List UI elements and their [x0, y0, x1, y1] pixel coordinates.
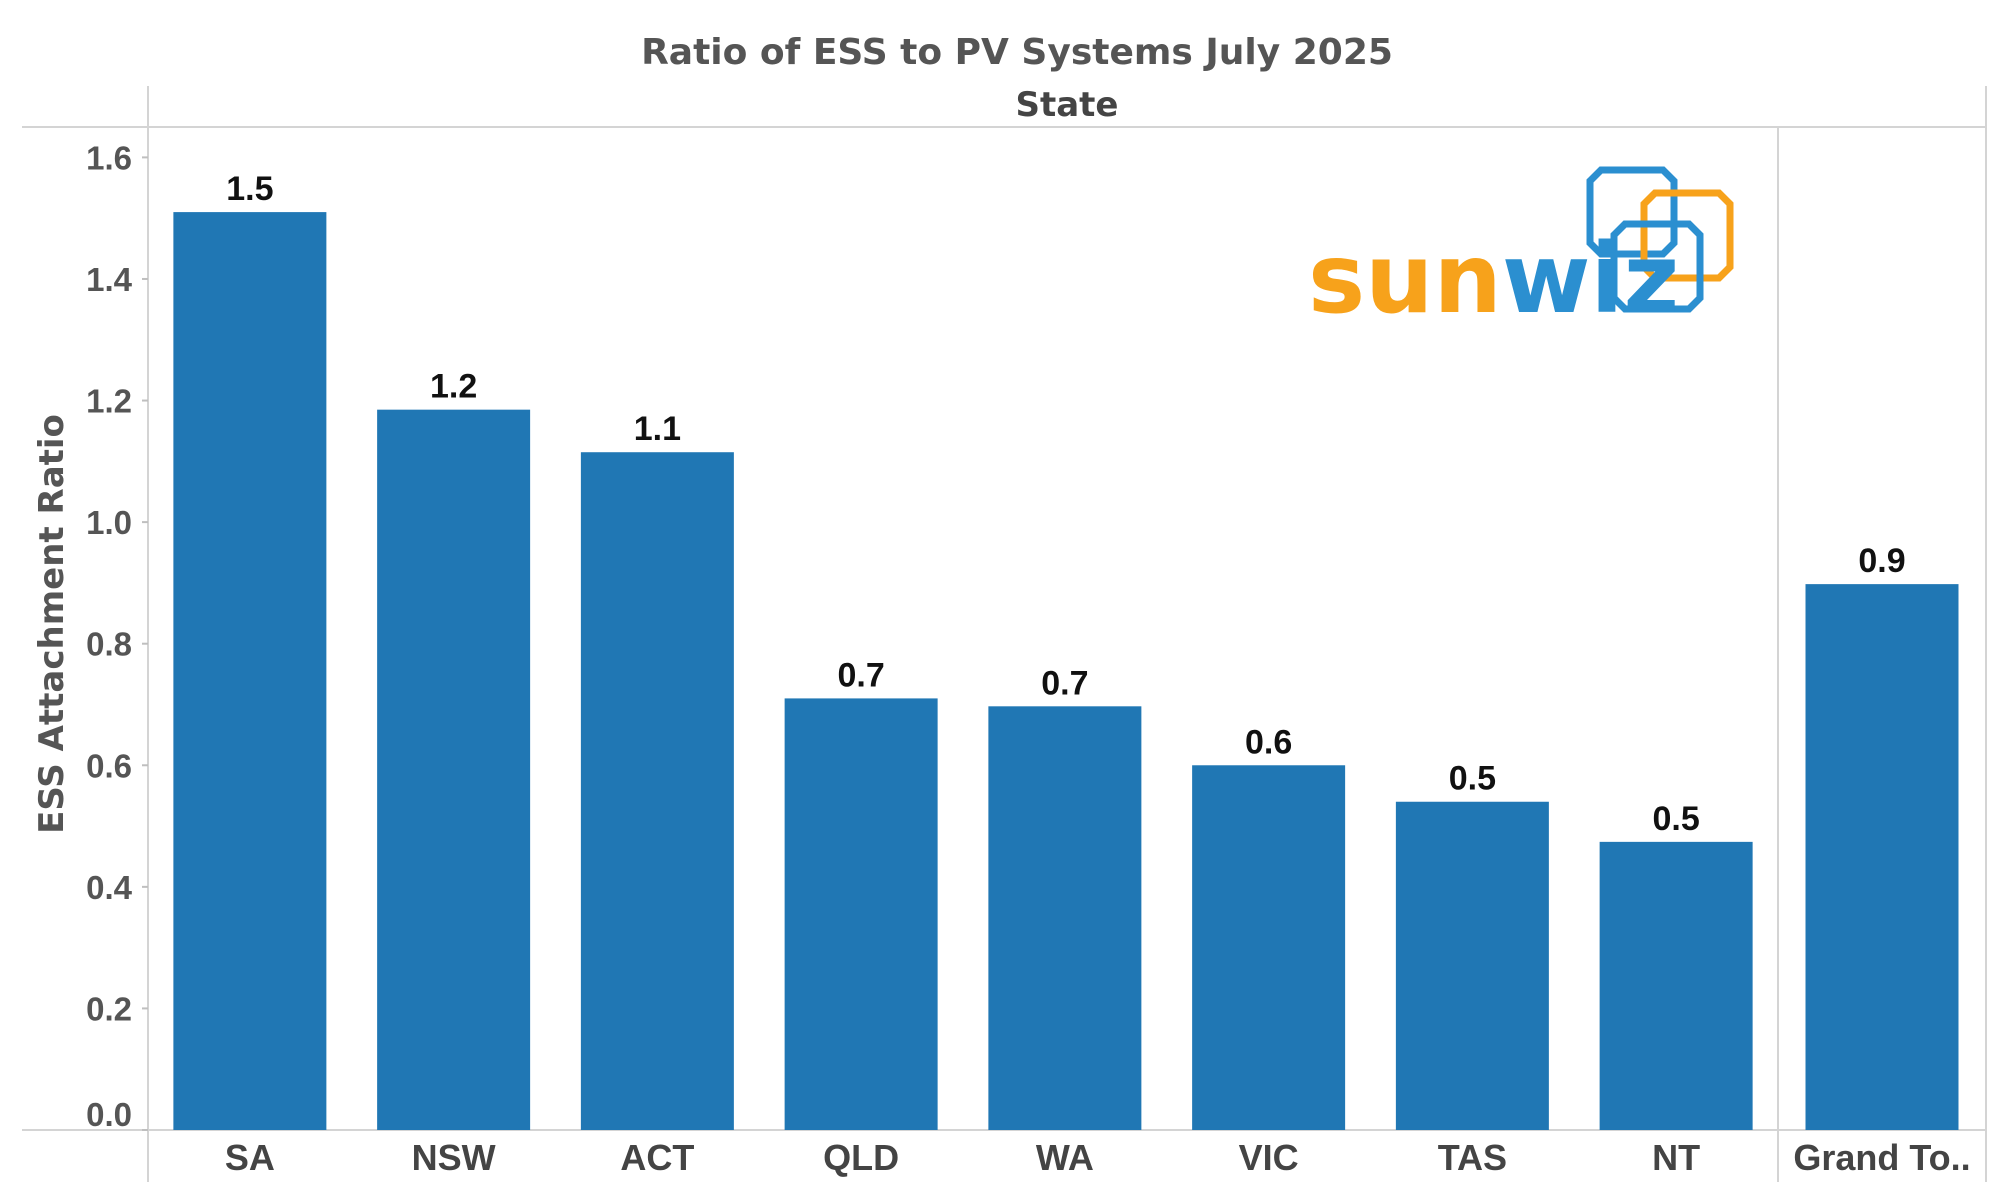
- y-tick-label: 1.2: [86, 383, 132, 420]
- y-tick-label: 0.8: [86, 626, 132, 663]
- sunwiz-logo: sunwiz: [1308, 166, 1734, 335]
- column-header: State: [1016, 85, 1119, 125]
- y-tick-label: 1.6: [86, 139, 132, 176]
- data-label-6: 0.5: [1449, 760, 1496, 798]
- bar-5: [1192, 765, 1346, 1130]
- data-label-1: 1.2: [430, 368, 477, 406]
- category-label-4: WA: [1036, 1137, 1094, 1178]
- data-label-2: 1.1: [634, 410, 681, 448]
- data-label-4: 0.7: [1041, 664, 1088, 702]
- chart-title: Ratio of ESS to PV Systems July 2025: [641, 32, 1393, 73]
- bar-grand-total: [1805, 584, 1959, 1130]
- category-label-1: NSW: [412, 1137, 496, 1178]
- category-label-grand-total: Grand To..: [1793, 1137, 1970, 1178]
- data-label-3: 0.7: [837, 656, 884, 694]
- y-tick-label: 0.2: [86, 990, 132, 1027]
- category-label-0: SA: [225, 1137, 275, 1178]
- logo-text-wiz: wiz: [1502, 223, 1679, 335]
- bar-7: [1599, 841, 1753, 1130]
- y-axis-title: ESS Attachment Ratio: [32, 414, 72, 834]
- bar-0: [173, 212, 327, 1130]
- y-tick-label: 1.0: [86, 504, 132, 541]
- logo-rings-icon: [1586, 166, 1734, 313]
- y-axis-ticks: 0.0 0.2 0.4 0.6 0.8 1.0 1.2 1.4 1.6: [86, 139, 148, 1133]
- category-label-6: TAS: [1438, 1137, 1507, 1178]
- category-label-5: VIC: [1239, 1137, 1299, 1178]
- data-label-grand-total: 0.9: [1858, 542, 1905, 580]
- bar-2: [580, 452, 734, 1130]
- data-label-5: 0.6: [1245, 723, 1292, 761]
- data-label-7: 0.5: [1652, 800, 1699, 838]
- y-tick-label: 1.4: [86, 261, 133, 298]
- bar-1: [377, 409, 531, 1130]
- data-label-0: 1.5: [226, 170, 273, 208]
- category-label-7: NT: [1652, 1137, 1700, 1178]
- logo-text-sun: sun: [1308, 223, 1502, 335]
- category-label-2: ACT: [620, 1137, 694, 1178]
- bar-3: [784, 698, 938, 1130]
- category-label-3: QLD: [823, 1137, 899, 1178]
- y-tick-label: 0.6: [86, 747, 132, 784]
- bar-6: [1395, 801, 1549, 1130]
- y-tick-label: 0.4: [86, 869, 133, 906]
- bar-4: [988, 706, 1142, 1130]
- bars-group: 1.5 SA 1.2 NSW 1.1 ACT 0.7 QLD 0.7 WA 0.6 VIC 0.5 TAS…: [173, 170, 1971, 1178]
- y-tick-label: 0.0: [86, 1096, 132, 1133]
- logo-wordmark: sunwiz: [1308, 223, 1679, 335]
